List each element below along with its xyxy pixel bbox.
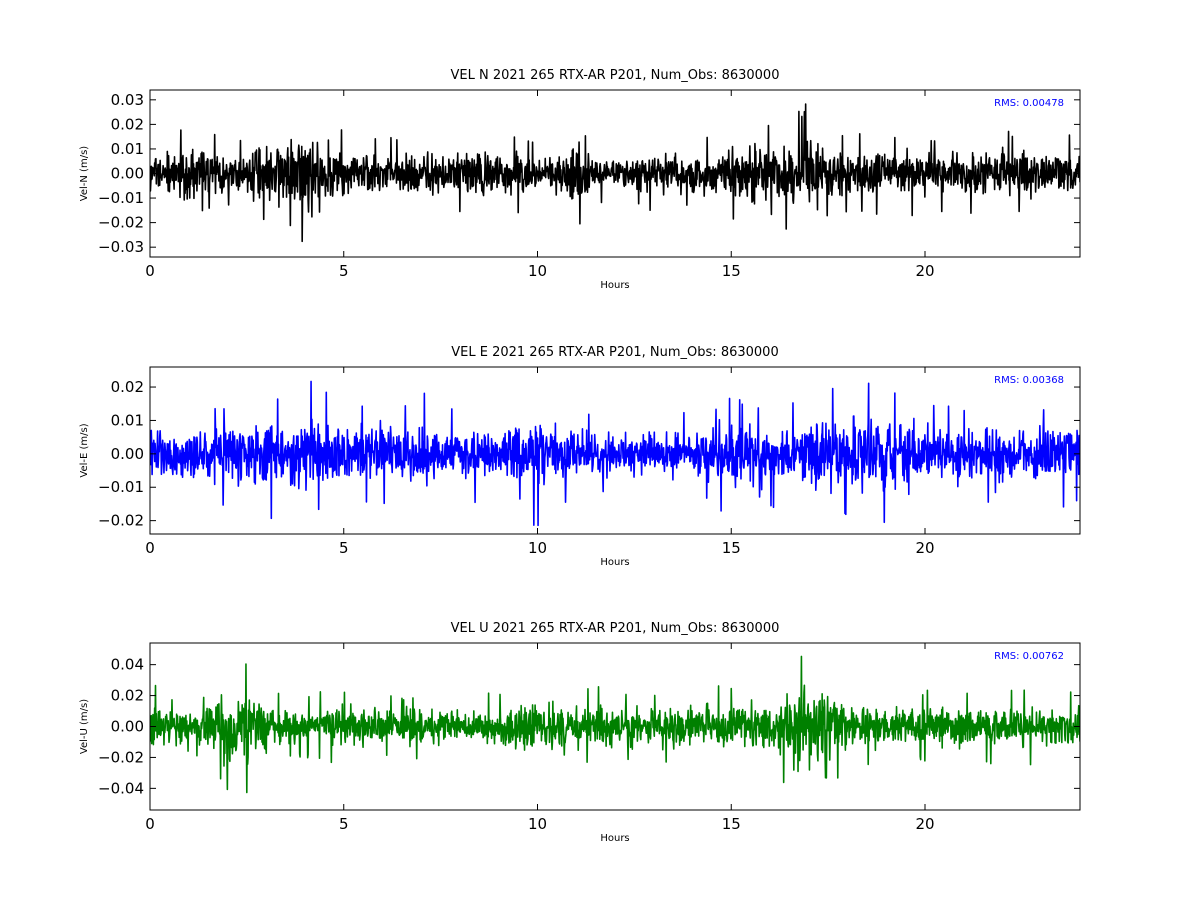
y-tick-label-e: 0.02 [111,378,144,396]
panel-n: VEL N 2021 265 RTX-AR P201, Num_Obs: 863… [79,68,1081,291]
x-tick-label-n: 5 [339,262,349,280]
x-tick-label-e: 15 [722,539,741,557]
y-tick-label-n: 0.01 [111,140,144,158]
x-tick-label-n: 0 [145,262,155,280]
x-axis-label-u: Hours [600,833,629,844]
y-tick-label-e: −0.02 [98,512,144,530]
chart-title-e: VEL E 2021 265 RTX-AR P201, Num_Obs: 863… [451,345,778,360]
x-tick-label-u: 20 [915,815,934,833]
x-axis-label-e: Hours [600,557,629,568]
rms-annotation-e: RMS: 0.00368 [994,375,1064,386]
series-line-n [150,103,1080,243]
y-tick-label-e: 0.00 [111,445,144,463]
x-tick-label-e: 0 [145,539,155,557]
x-tick-label-n: 15 [722,262,741,280]
y-tick-label-n: −0.03 [98,238,144,256]
y-axis-label-n: Vel-N (m/s) [79,146,90,201]
x-tick-label-e: 20 [915,539,934,557]
series-line-e [150,380,1080,527]
y-tick-label-n: 0.00 [111,165,144,183]
x-tick-label-e: 5 [339,539,349,557]
y-tick-label-n: 0.02 [111,115,144,133]
x-tick-label-u: 5 [339,815,349,833]
y-tick-label-u: −0.02 [98,748,144,766]
chart-title-u: VEL U 2021 265 RTX-AR P201, Num_Obs: 863… [451,621,780,636]
panel-e: VEL E 2021 265 RTX-AR P201, Num_Obs: 863… [79,345,1081,568]
x-tick-label-n: 20 [915,262,934,280]
x-tick-label-u: 10 [528,815,547,833]
y-tick-label-n: 0.03 [111,91,144,109]
y-tick-label-n: −0.01 [98,189,144,207]
y-tick-label-u: −0.04 [98,779,144,797]
plot-frame-e [149,366,1081,535]
y-tick-label-e: −0.01 [98,478,144,496]
rms-annotation-u: RMS: 0.00762 [994,651,1064,662]
rms-annotation-n: RMS: 0.00478 [994,98,1064,109]
chart-title-n: VEL N 2021 265 RTX-AR P201, Num_Obs: 863… [451,68,780,83]
panel-u: VEL U 2021 265 RTX-AR P201, Num_Obs: 863… [79,621,1081,844]
x-tick-label-u: 0 [145,815,155,833]
y-tick-label-n: −0.02 [98,214,144,232]
y-tick-label-u: 0.02 [111,687,144,705]
x-tick-label-u: 15 [722,815,741,833]
x-tick-label-e: 10 [528,539,547,557]
y-tick-label-e: 0.01 [111,411,144,429]
y-tick-label-u: 0.04 [111,656,144,674]
y-tick-label-u: 0.00 [111,718,144,736]
y-axis-label-e: Vel-E (m/s) [79,423,90,477]
series-line-u [150,655,1080,794]
y-axis-label-u: Vel-U (m/s) [79,699,90,754]
x-axis-label-n: Hours [600,280,629,291]
x-tick-label-n: 10 [528,262,547,280]
